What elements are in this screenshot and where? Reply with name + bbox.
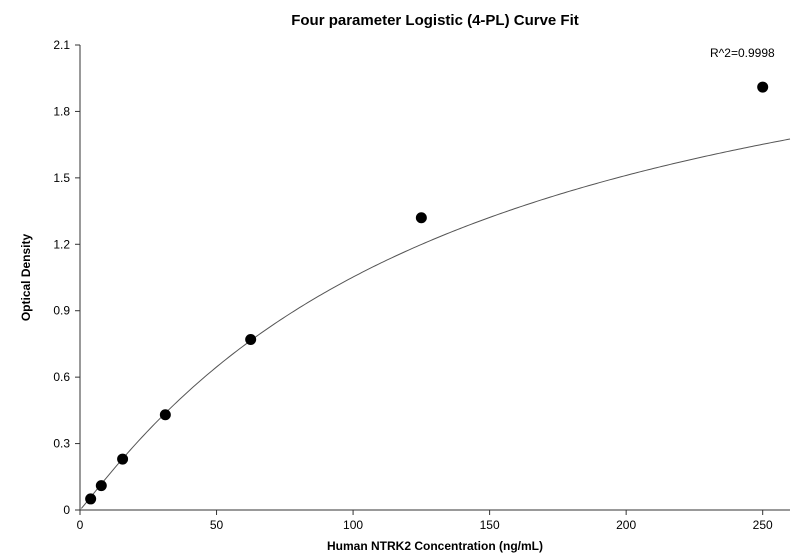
fit-curve xyxy=(81,139,790,508)
x-tick-label: 250 xyxy=(753,518,773,532)
y-tick-label: 0.3 xyxy=(53,437,70,451)
data-points-group xyxy=(86,82,768,504)
y-tick-label: 1.8 xyxy=(53,104,70,118)
chart-svg: Four parameter Logistic (4-PL) Curve Fit… xyxy=(0,0,811,560)
y-tick-label: 0.9 xyxy=(53,304,70,318)
data-point xyxy=(160,410,170,420)
y-tick-label: 0 xyxy=(63,503,70,517)
x-tick-label: 150 xyxy=(480,518,500,532)
y-tick-label: 2.1 xyxy=(53,38,70,52)
data-point xyxy=(96,481,106,491)
x-tick-label: 0 xyxy=(77,518,84,532)
y-ticks-group: 0 0.3 0.6 0.9 1.2 1.5 1.8 2.1 xyxy=(53,38,80,517)
x-tick-label: 100 xyxy=(343,518,363,532)
y-axis-label: Optical Density xyxy=(19,233,33,321)
chart-container: Four parameter Logistic (4-PL) Curve Fit… xyxy=(0,0,811,560)
y-tick-label: 1.5 xyxy=(53,171,70,185)
r-squared-annotation: R^2=0.9998 xyxy=(710,46,775,60)
x-tick-label: 200 xyxy=(616,518,636,532)
y-tick-label: 1.2 xyxy=(53,237,70,251)
x-ticks-group: 0 50 100 150 200 250 xyxy=(77,510,773,532)
data-point xyxy=(416,213,426,223)
y-tick-label: 0.6 xyxy=(53,370,70,384)
data-point xyxy=(246,335,256,345)
x-tick-label: 50 xyxy=(210,518,224,532)
data-point xyxy=(758,82,768,92)
data-point xyxy=(118,454,128,464)
data-point xyxy=(86,494,96,504)
chart-title: Four parameter Logistic (4-PL) Curve Fit xyxy=(291,12,579,29)
x-axis-label: Human NTRK2 Concentration (ng/mL) xyxy=(327,539,543,553)
